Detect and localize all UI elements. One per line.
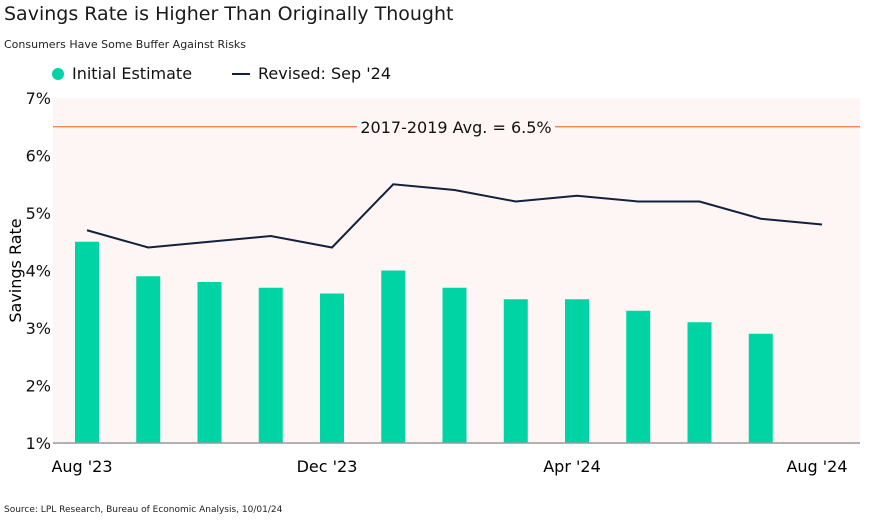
y-tick-label: 5% [26,204,51,223]
bar [442,287,467,443]
legend-line-icon [232,72,251,75]
x-tick-label: Apr '24 [543,457,601,476]
bar [626,310,651,443]
y-axis-label: Savings Rate [6,218,25,322]
y-tick-label: 2% [26,377,51,396]
legend-dot-icon [52,67,64,80]
source-note: Source: LPL Research, Bureau of Economic… [4,505,283,515]
y-tick-label: 4% [26,262,51,281]
bar [748,333,773,443]
bar [503,299,528,443]
bar [565,299,589,443]
legend-item-initial: Initial Estimate [52,64,192,83]
bar [75,241,99,443]
legend-label: Initial Estimate [72,64,193,83]
bar [320,293,344,443]
y-tick-label: 6% [26,147,51,166]
bar [197,282,222,443]
y-tick-label: 7% [26,89,51,108]
bar [381,270,406,443]
y-tick-label: 1% [26,434,51,453]
legend-label: Revised: Sep '24 [258,64,391,83]
bar [687,322,712,443]
bar [136,276,161,443]
x-tick-label: Aug '23 [51,457,112,476]
chart-title: Savings Rate is Higher Than Originally T… [4,3,454,25]
y-tick-label: 3% [26,319,51,338]
bar [258,287,283,443]
x-tick-label: Aug '24 [786,457,847,476]
legend: Initial Estimate Revised: Sep '24 [52,64,391,83]
chart-subtitle: Consumers Have Some Buffer Against Risks [4,38,247,51]
reference-line-label: 2017-2019 Avg. = 6.5% [360,118,551,137]
legend-item-revised: Revised: Sep '24 [232,64,391,83]
x-tick-label: Dec '23 [297,457,358,476]
